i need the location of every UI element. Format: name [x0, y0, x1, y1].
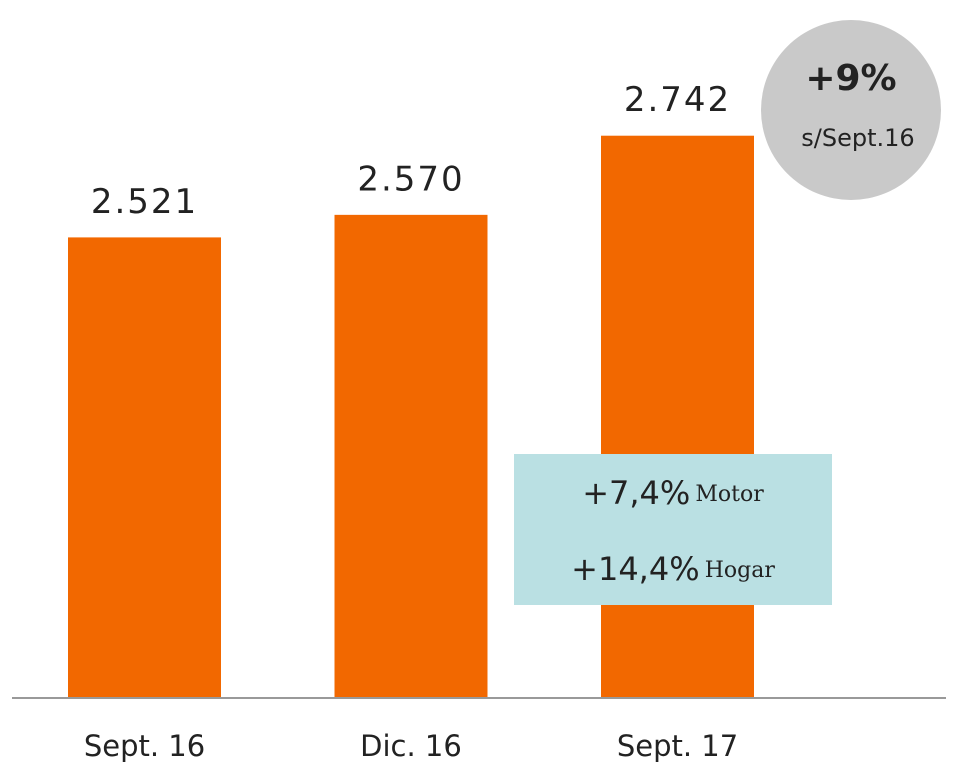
x-tick-label: Sept. 17 — [617, 729, 738, 763]
breakdown-line: +14,4% Hogar — [571, 550, 775, 588]
growth-badge — [761, 20, 941, 200]
breakdown-label: Hogar — [705, 558, 776, 583]
breakdown-label: Motor — [695, 482, 764, 507]
x-tick-label: Dic. 16 — [360, 729, 462, 763]
x-tick-label: Sept. 16 — [84, 729, 205, 763]
breakdown-value: +7,4% — [582, 474, 690, 512]
bar — [68, 237, 221, 698]
breakdown-value: +14,4% — [571, 550, 699, 588]
growth-note: s/Sept.16 — [801, 124, 914, 152]
value-label: 2.570 — [357, 159, 464, 199]
bar — [334, 214, 488, 698]
value-label: 2.742 — [624, 80, 731, 120]
bar — [601, 135, 754, 698]
value-label: 2.521 — [91, 182, 198, 222]
growth-value: +9% — [805, 58, 896, 99]
breakdown-box — [514, 454, 832, 605]
breakdown-line: +7,4% Motor — [582, 474, 764, 512]
